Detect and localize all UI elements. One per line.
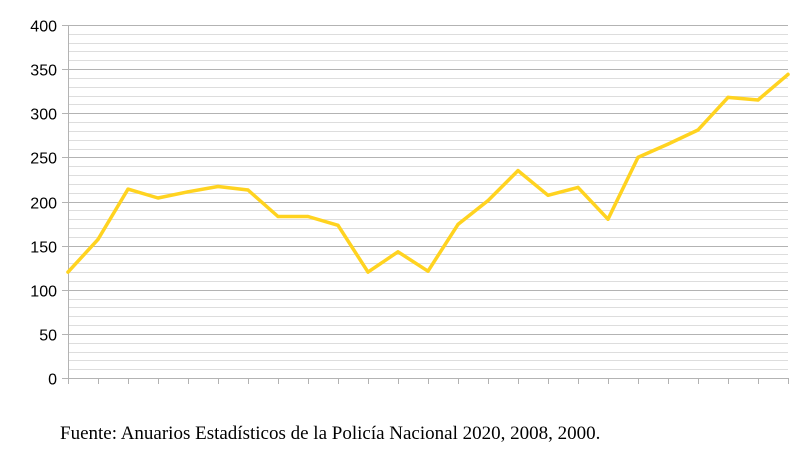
data-point xyxy=(336,223,340,227)
data-point xyxy=(486,199,490,203)
y-tick-label: 50 xyxy=(39,328,57,345)
line-chart: 0 50 100 150 200 250 300 350 400 xyxy=(30,19,790,389)
data-point xyxy=(276,214,280,219)
y-tick-label: 200 xyxy=(30,196,57,213)
data-point xyxy=(756,98,760,102)
data-point xyxy=(246,188,250,192)
y-tick-label: 400 xyxy=(30,19,57,36)
data-point xyxy=(456,222,460,226)
data-point xyxy=(186,190,190,194)
data-point xyxy=(156,196,160,200)
data-point xyxy=(576,185,580,189)
source-note: Fuente: Anuarios Estadísticos de la Poli… xyxy=(60,423,601,444)
data-point xyxy=(786,72,790,76)
data-point xyxy=(636,155,640,159)
y-tick-label: 300 xyxy=(30,107,57,124)
y-tick-label: 0 xyxy=(48,372,57,389)
data-point xyxy=(726,95,730,99)
minor-gridlines xyxy=(68,34,788,370)
y-axis-tick-labels: 0 50 100 150 200 250 300 350 400 xyxy=(30,19,57,389)
y-tick-label: 250 xyxy=(30,151,57,168)
data-point xyxy=(696,128,700,132)
chart-svg: 0 50 100 150 200 250 300 350 400 xyxy=(30,19,790,389)
data-point xyxy=(516,169,520,173)
data-point xyxy=(126,187,130,191)
data-point xyxy=(306,214,310,219)
data-point xyxy=(666,142,670,146)
y-tick-label: 350 xyxy=(30,63,57,80)
data-point xyxy=(66,270,70,274)
data-point xyxy=(606,217,610,221)
series-group xyxy=(66,72,790,274)
data-point xyxy=(396,250,400,254)
data-point xyxy=(216,184,220,189)
data-point xyxy=(96,237,100,241)
x-axis-ticks xyxy=(68,378,789,384)
data-point xyxy=(426,269,430,273)
data-point xyxy=(366,270,370,274)
y-tick-label: 150 xyxy=(30,240,57,257)
data-point xyxy=(546,193,550,197)
y-tick-label: 100 xyxy=(30,284,57,301)
